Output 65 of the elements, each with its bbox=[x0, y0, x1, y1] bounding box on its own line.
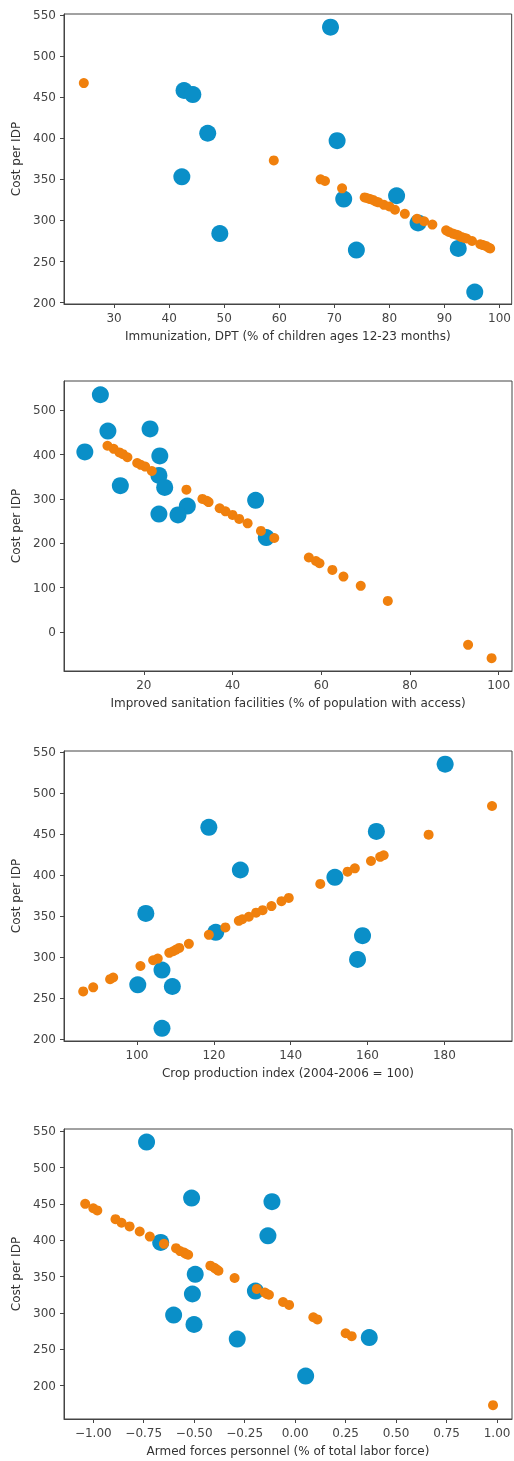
y-tick-label: 450 bbox=[33, 90, 56, 105]
x-tick-label: 90 bbox=[436, 311, 453, 325]
x-tick-label: 0.50 bbox=[382, 1426, 410, 1440]
x-tick-label: −1.00 bbox=[74, 1426, 112, 1440]
y-tick-label: 550 bbox=[33, 1124, 56, 1139]
y-tick-label: 400 bbox=[33, 867, 56, 882]
x-axis-title: Improved sanitation facilities (% of population with access) bbox=[110, 696, 466, 710]
y-tick-label: 400 bbox=[33, 131, 56, 146]
x-tick-label: 120 bbox=[202, 1048, 226, 1062]
y-tick-label: 200 bbox=[33, 1378, 56, 1393]
x-tick-label: 40 bbox=[224, 678, 241, 692]
x-tick-label: 60 bbox=[313, 678, 329, 692]
x-tick-label: 30 bbox=[106, 311, 122, 325]
y-tick-label: 200 bbox=[33, 1032, 56, 1047]
y-tick-label: 300 bbox=[33, 213, 56, 228]
y-axis-title: Cost per IDP bbox=[9, 1236, 24, 1312]
y-tick-label: 250 bbox=[33, 1342, 56, 1357]
x-tick-label: −0.50 bbox=[175, 1426, 213, 1440]
x-tick-label: 100 bbox=[487, 678, 511, 692]
x-tick-label: 0.00 bbox=[281, 1426, 309, 1440]
y-tick-label: 550 bbox=[33, 744, 56, 759]
y-axis-title: Cost per IDP bbox=[9, 121, 24, 197]
y-axis-title: Cost per IDP bbox=[9, 858, 24, 934]
y-axis-title: Cost per IDP bbox=[9, 488, 24, 564]
x-tick-label: 20 bbox=[136, 678, 152, 692]
y-tick-label: 250 bbox=[33, 991, 56, 1005]
y-tick-label: 500 bbox=[33, 785, 56, 800]
x-tick-label: −0.25 bbox=[226, 1426, 264, 1440]
x-tick-label: 140 bbox=[279, 1048, 303, 1062]
y-tick-label: 300 bbox=[33, 1305, 56, 1320]
x-tick-label: 80 bbox=[402, 678, 418, 692]
x-tick-label: 70 bbox=[326, 311, 342, 325]
y-tick-label: 500 bbox=[33, 403, 56, 418]
y-tick-label: 400 bbox=[33, 447, 56, 462]
y-tick-label: 500 bbox=[33, 48, 56, 63]
y-tick-label: 200 bbox=[33, 295, 56, 310]
x-axis-title: Armed forces personnel (% of total labor force) bbox=[146, 1444, 430, 1458]
y-tick-label: 550 bbox=[33, 7, 56, 22]
x-axis-title: Immunization, DPT (% of children ages 12-23 months) bbox=[125, 329, 451, 343]
y-tick-label: 400 bbox=[33, 1233, 56, 1248]
x-tick-label: 180 bbox=[432, 1048, 456, 1062]
x-tick-label: 160 bbox=[356, 1048, 379, 1062]
x-tick-label: 50 bbox=[216, 311, 232, 325]
y-tick-label: 350 bbox=[33, 172, 56, 187]
y-tick-label: 250 bbox=[33, 254, 56, 269]
y-tick-label: 450 bbox=[33, 826, 56, 841]
x-tick-label: 100 bbox=[125, 1048, 149, 1062]
x-tick-label: 80 bbox=[381, 311, 398, 325]
y-tick-label: 0 bbox=[48, 624, 56, 639]
y-tick-label: 300 bbox=[33, 949, 56, 964]
y-tick-label: 200 bbox=[33, 536, 56, 551]
x-tick-label: 0.25 bbox=[332, 1426, 359, 1440]
x-tick-label: 60 bbox=[271, 311, 287, 325]
x-axis-title: Crop production index (2004-2006 = 100) bbox=[161, 1066, 415, 1080]
x-tick-label: 100 bbox=[488, 311, 511, 325]
x-tick-label: −0.75 bbox=[125, 1426, 163, 1440]
y-tick-label: 350 bbox=[33, 1269, 56, 1284]
y-tick-label: 100 bbox=[33, 580, 56, 595]
y-tick-label: 300 bbox=[33, 491, 56, 506]
y-tick-label: 500 bbox=[33, 1160, 56, 1175]
x-tick-label: 1.00 bbox=[483, 1426, 511, 1440]
x-tick-label: 40 bbox=[161, 311, 177, 325]
y-tick-label: 350 bbox=[33, 908, 56, 923]
y-tick-label: 450 bbox=[33, 1196, 56, 1211]
x-tick-label: 0.75 bbox=[433, 1426, 460, 1440]
